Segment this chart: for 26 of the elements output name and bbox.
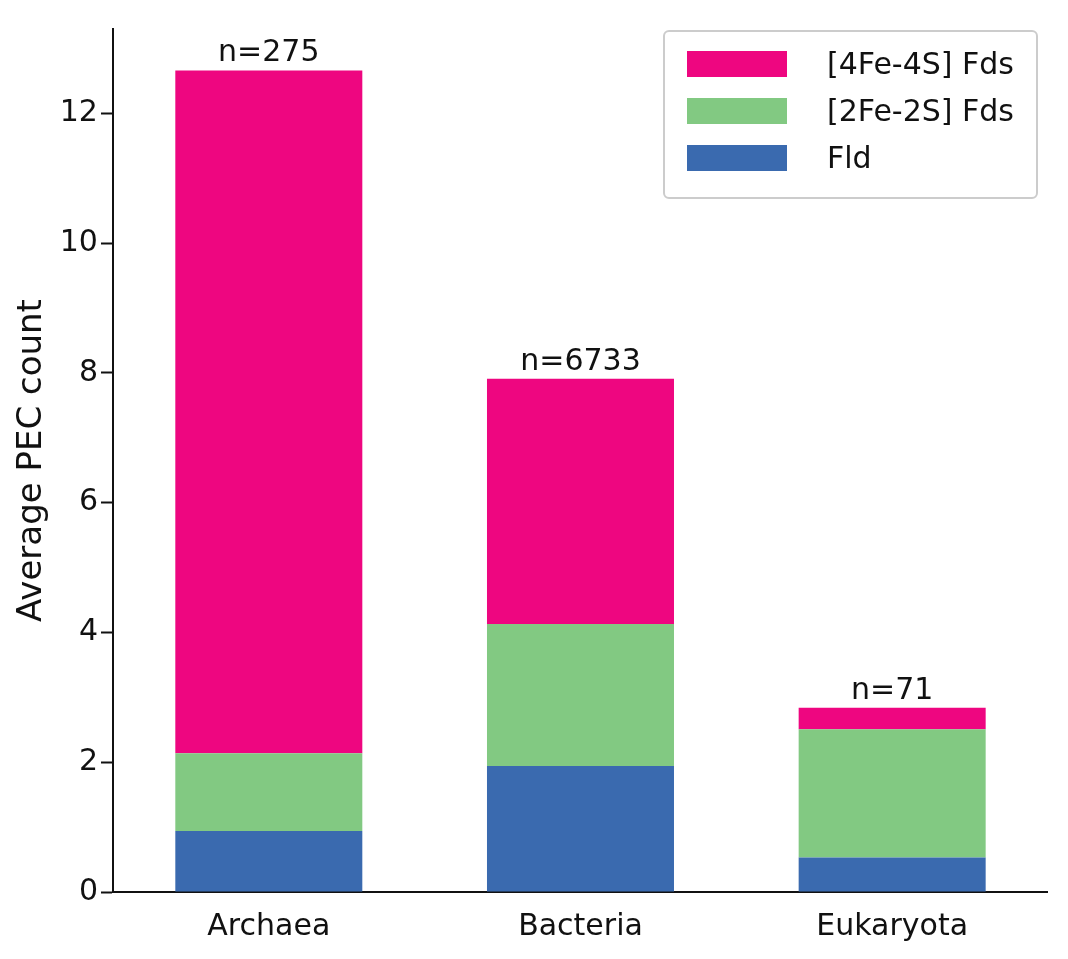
y-tick-label: 2 bbox=[78, 742, 98, 778]
annotation: n=71 bbox=[851, 670, 934, 706]
bar bbox=[798, 707, 986, 730]
bar bbox=[175, 753, 363, 832]
y-tick-label: 8 bbox=[78, 352, 98, 388]
y-tick-label: 12 bbox=[59, 93, 98, 129]
annotation: n=6733 bbox=[520, 341, 641, 377]
legend-label: Fld bbox=[827, 140, 872, 175]
x-tick-label: Eukaryota bbox=[816, 906, 969, 942]
bar bbox=[486, 378, 674, 625]
y-tick-label: 0 bbox=[78, 871, 98, 907]
bar bbox=[486, 624, 674, 767]
bar bbox=[798, 729, 986, 858]
legend-label: [4Fe-4S] Fds bbox=[827, 46, 1014, 81]
bar bbox=[798, 857, 986, 892]
y-axis-title: Average PEC count bbox=[9, 299, 50, 622]
x-tick-label: Bacteria bbox=[518, 906, 643, 942]
y-tick-label: 4 bbox=[78, 612, 98, 648]
x-tick-label: Archaea bbox=[207, 906, 331, 942]
bar bbox=[175, 70, 363, 754]
y-tick-label: 10 bbox=[59, 222, 98, 258]
y-tick-label: 6 bbox=[78, 482, 98, 518]
legend-label: [2Fe-2S] Fds bbox=[827, 93, 1014, 128]
bar bbox=[486, 766, 674, 892]
annotation: n=275 bbox=[218, 33, 320, 69]
bar bbox=[175, 831, 363, 892]
